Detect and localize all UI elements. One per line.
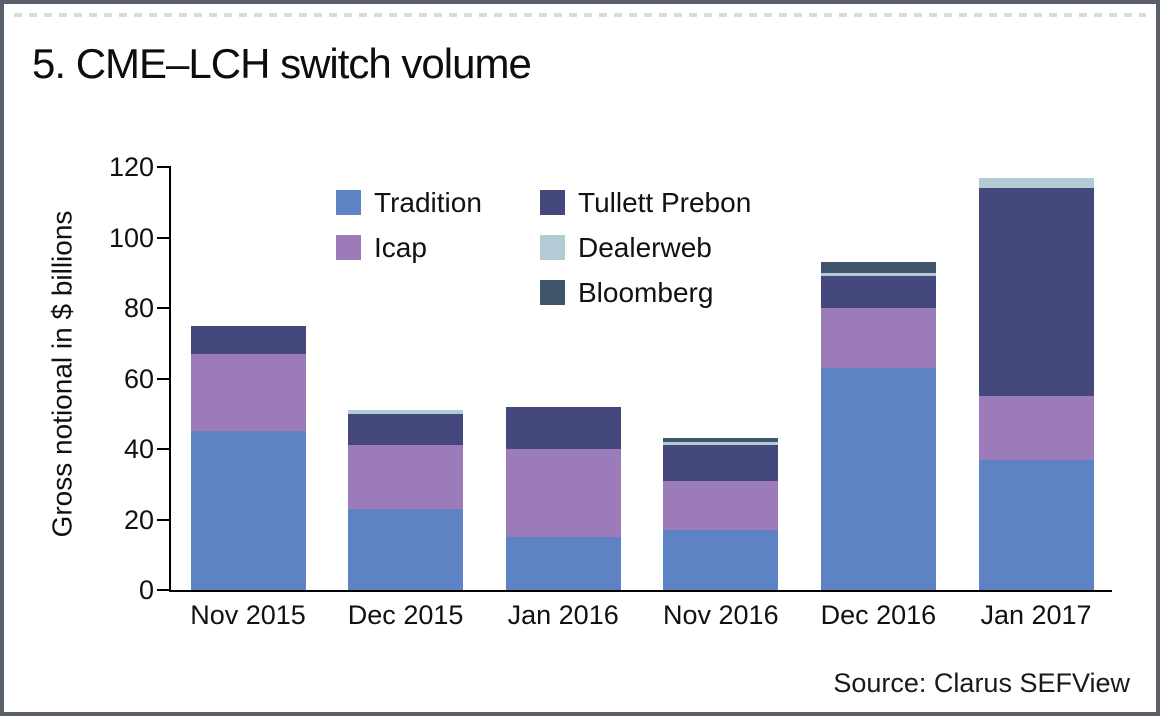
legend-item: Tradition xyxy=(336,187,482,218)
bar-segment xyxy=(820,262,936,273)
bar-segment xyxy=(505,406,621,449)
x-tick-label: Jan 2016 xyxy=(507,600,619,630)
bar-segment xyxy=(505,449,621,538)
legend-label: Dealerweb xyxy=(578,231,712,263)
bar-segment xyxy=(348,410,464,414)
bar-segment xyxy=(663,445,779,481)
bar-segment xyxy=(663,441,779,446)
y-tick-label: 20 xyxy=(123,504,154,535)
legend-label: Icap xyxy=(374,231,427,263)
y-tick-label: 120 xyxy=(108,152,154,182)
bar-segment xyxy=(978,177,1094,189)
bar-segment xyxy=(190,431,306,590)
x-axis-line xyxy=(169,590,1112,592)
x-tick-label: Jan 2017 xyxy=(980,600,1092,630)
bar-segment xyxy=(505,537,621,590)
bar-segment xyxy=(820,276,936,308)
bar-segment xyxy=(663,438,779,442)
chart-title: 5. CME–LCH switch volume xyxy=(32,40,532,87)
legend-swatch xyxy=(540,235,565,260)
x-tick-label: Dec 2016 xyxy=(820,600,937,630)
y-tick-mark xyxy=(157,377,170,380)
y-tick-label: 40 xyxy=(123,434,154,464)
bar-segment xyxy=(820,308,936,368)
bar-segment xyxy=(820,272,936,277)
legend-item: Bloomberg xyxy=(540,277,751,308)
legend-item: Dealerweb xyxy=(540,232,751,263)
legend-item: Icap xyxy=(336,232,482,263)
bar-segment xyxy=(820,367,936,590)
legend-swatch xyxy=(540,190,565,215)
bar-segment xyxy=(190,353,306,432)
y-axis-line xyxy=(169,166,171,592)
legend-swatch xyxy=(540,280,565,305)
bar-segment xyxy=(978,188,1094,397)
source-note: Source: Clarus SEFView xyxy=(833,668,1130,698)
legend-swatch xyxy=(336,190,361,215)
y-tick-label: 0 xyxy=(138,575,154,605)
bar-segment xyxy=(348,445,464,509)
legend-swatch xyxy=(336,235,361,260)
y-tick-label: 60 xyxy=(123,363,154,394)
legend-label: Bloomberg xyxy=(578,276,714,308)
legend-label: Tradition xyxy=(374,186,482,218)
y-tick-mark xyxy=(157,518,170,521)
y-tick-mark xyxy=(157,448,170,450)
dotted-divider xyxy=(14,13,1146,17)
bar-segment xyxy=(348,413,464,446)
bar-segment xyxy=(978,459,1094,590)
y-tick-label: 80 xyxy=(123,293,154,323)
legend-label: Tullett Prebon xyxy=(578,186,752,218)
y-tick-label: 100 xyxy=(108,222,154,253)
x-tick-label: Nov 2015 xyxy=(190,600,306,630)
bar-segment xyxy=(663,530,779,590)
bar-segment xyxy=(348,508,464,590)
legend-item: Tullett Prebon xyxy=(540,187,751,218)
bar-segment xyxy=(663,480,779,531)
bar-segment xyxy=(190,325,306,354)
y-tick-mark xyxy=(157,236,170,239)
x-tick-label: Dec 2015 xyxy=(347,600,464,630)
legend-column: Tullett Prebon Dealerweb Bloomberg xyxy=(540,187,751,325)
bar-segment xyxy=(978,396,1094,460)
y-tick-mark xyxy=(157,307,170,309)
x-tick-label: Nov 2016 xyxy=(663,600,779,630)
y-tick-mark xyxy=(157,589,170,591)
y-tick-mark xyxy=(157,166,170,168)
legend-column: Tradition Icap xyxy=(336,187,482,280)
